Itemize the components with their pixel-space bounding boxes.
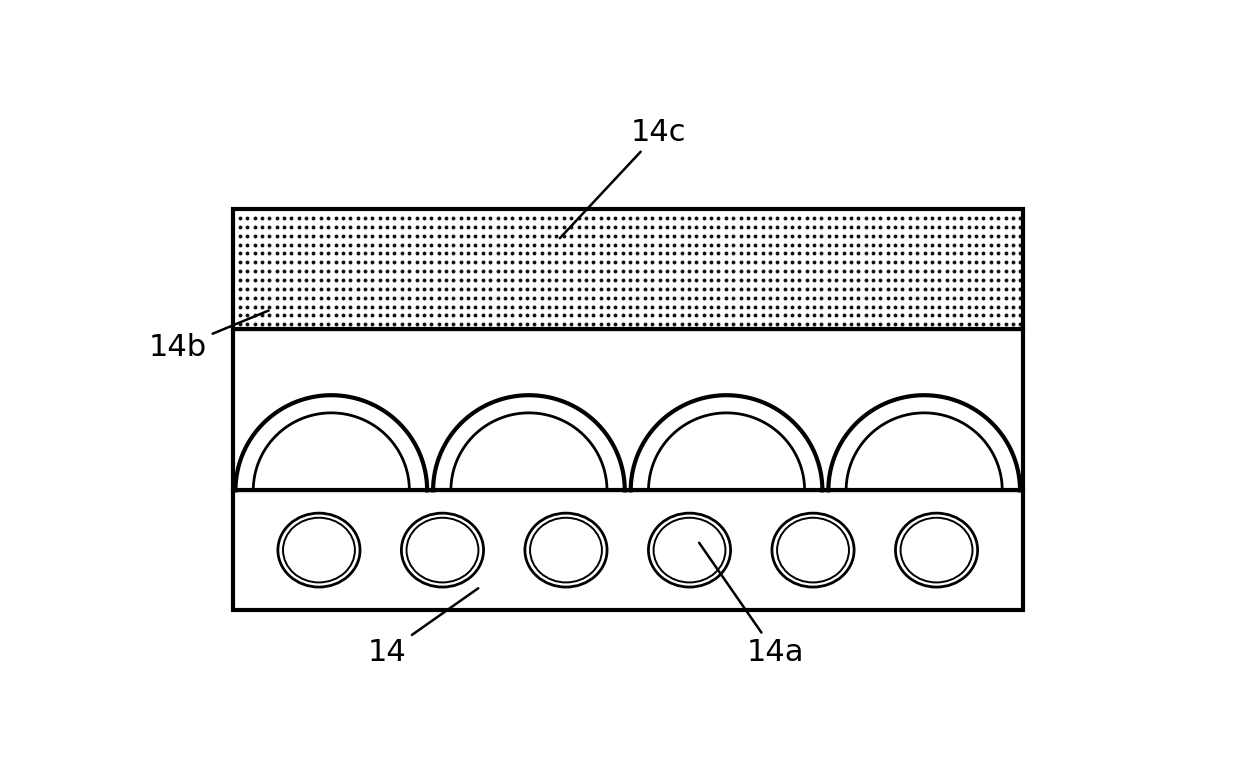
Ellipse shape — [649, 513, 730, 587]
Text: 14a: 14a — [699, 542, 804, 667]
Ellipse shape — [278, 513, 360, 587]
Ellipse shape — [900, 518, 972, 582]
Text: 14: 14 — [368, 588, 479, 667]
Bar — [233, 209, 1023, 329]
Ellipse shape — [525, 513, 608, 587]
Bar — [233, 491, 1023, 610]
Ellipse shape — [895, 513, 977, 587]
Text: 14c: 14c — [560, 118, 687, 238]
Ellipse shape — [402, 513, 484, 587]
Ellipse shape — [407, 518, 479, 582]
Bar — [233, 329, 1023, 491]
Ellipse shape — [653, 518, 725, 582]
Ellipse shape — [283, 518, 355, 582]
Ellipse shape — [773, 513, 854, 587]
Ellipse shape — [777, 518, 849, 582]
Ellipse shape — [529, 518, 601, 582]
Text: 14b: 14b — [149, 311, 269, 362]
Bar — [233, 209, 1023, 329]
